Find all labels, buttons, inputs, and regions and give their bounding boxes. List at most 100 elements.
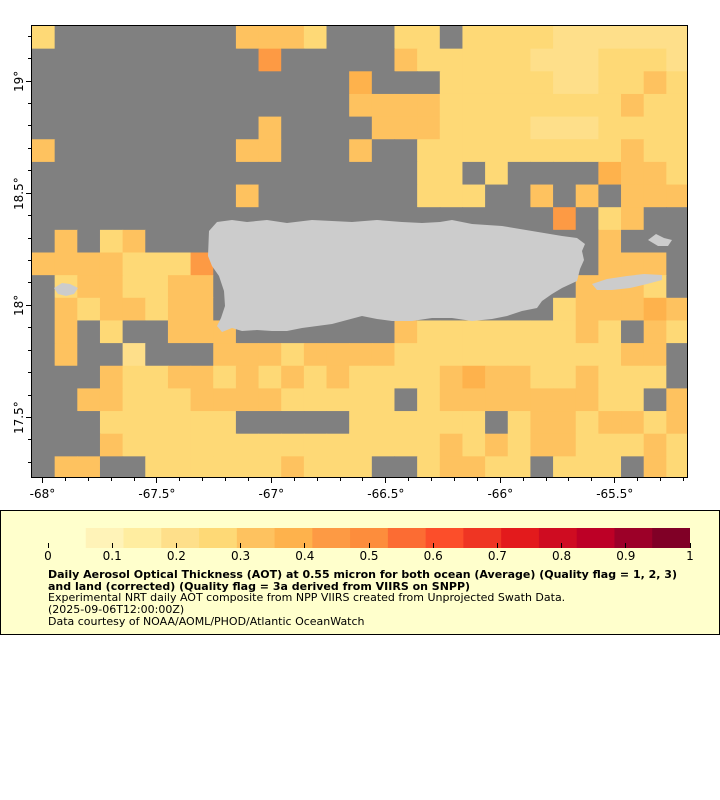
no-data-cell <box>666 343 687 367</box>
no-data-cell <box>213 184 237 208</box>
aot-cell <box>643 411 667 435</box>
no-data-cell <box>77 229 101 254</box>
aot-cell <box>485 161 509 186</box>
no-data-cell <box>167 26 192 50</box>
aot-cell <box>462 320 486 344</box>
no-data-cell <box>303 161 328 186</box>
aot-cell <box>485 93 509 118</box>
aot-cell <box>258 343 282 367</box>
aot-cell <box>598 93 622 118</box>
aot-cell <box>349 93 373 118</box>
no-data-cell <box>621 320 645 344</box>
y-minor-tick <box>28 192 31 194</box>
no-data-cell <box>258 184 282 208</box>
aot-cell <box>439 139 464 163</box>
aot-cell <box>99 433 124 457</box>
aot-cell <box>417 388 441 412</box>
no-data-cell <box>54 388 78 412</box>
aot-cell <box>394 433 418 457</box>
legend-source: Experimental NRT daily AOT composite fro… <box>48 591 566 604</box>
no-data-cell <box>326 26 350 50</box>
colorbar-label: 0.3 <box>231 549 251 563</box>
x-tick-label: -67.5° <box>138 487 176 501</box>
aot-cell <box>190 456 214 477</box>
colorbar-tick <box>689 543 691 548</box>
no-data-cell <box>32 71 56 95</box>
aot-cell <box>621 93 645 118</box>
aot-cell <box>621 207 645 231</box>
aot-cell <box>621 161 645 186</box>
aot-cell <box>235 139 260 163</box>
no-data-cell <box>485 207 509 231</box>
land-mass <box>54 220 672 332</box>
aot-cell <box>666 297 687 322</box>
aot-cell <box>394 343 418 367</box>
aot-cell <box>303 365 328 389</box>
no-data-cell <box>122 116 146 140</box>
no-data-cell <box>303 71 328 95</box>
aot-cell <box>417 433 441 457</box>
aot-cell <box>394 411 418 435</box>
no-data-cell <box>394 456 418 477</box>
aot-cell <box>621 365 645 389</box>
aot-cell <box>643 48 667 72</box>
aot-cell <box>371 411 396 435</box>
aot-cell <box>621 139 645 163</box>
aot-cell <box>553 433 577 457</box>
aot-cell <box>439 456 464 477</box>
no-data-cell <box>326 320 350 344</box>
aot-cell <box>417 93 441 118</box>
aot-cell <box>145 252 169 276</box>
colorbar-label: 0.8 <box>552 549 572 563</box>
no-data-cell <box>122 71 146 95</box>
aot-cell <box>553 411 577 435</box>
aot-cell <box>553 365 577 389</box>
aot-cell <box>462 93 486 118</box>
no-data-cell <box>666 229 687 254</box>
aot-cell <box>439 161 464 186</box>
no-data-cell <box>371 139 396 163</box>
no-data-cell <box>145 71 169 95</box>
no-data-cell <box>77 320 101 344</box>
aot-cell <box>439 343 464 367</box>
aot-cell <box>666 26 687 50</box>
no-data-cell <box>167 116 192 140</box>
aot-cell <box>77 275 101 299</box>
no-data-cell <box>77 343 101 367</box>
x-minor-tick <box>682 478 684 481</box>
no-data-cell <box>167 207 192 231</box>
no-data-cell <box>167 139 192 163</box>
aot-cell <box>621 388 645 412</box>
aot-cell <box>213 365 237 389</box>
aot-cell <box>485 48 509 72</box>
aot-cell <box>190 297 214 322</box>
no-data-cell <box>32 48 56 72</box>
no-data-cell <box>190 229 214 254</box>
aot-cell <box>258 456 282 477</box>
aot-cell <box>326 388 350 412</box>
x-minor-tick <box>133 478 135 481</box>
aot-cell <box>32 139 56 163</box>
no-data-cell <box>32 433 56 457</box>
no-data-cell <box>145 343 169 367</box>
x-minor-tick <box>225 478 227 481</box>
aot-cell <box>77 456 101 477</box>
no-data-cell <box>122 48 146 72</box>
y-tick-label: 18° <box>12 294 26 316</box>
y-minor-tick <box>28 372 31 374</box>
aot-cell <box>598 411 622 435</box>
no-data-cell <box>326 139 350 163</box>
aot-cell <box>462 365 486 389</box>
no-data-cell <box>666 252 687 276</box>
no-data-cell <box>303 139 328 163</box>
aot-cell <box>553 456 577 477</box>
aot-cell <box>439 116 464 140</box>
no-data-cell <box>281 71 305 95</box>
aot-cell <box>507 388 532 412</box>
map-panel[interactable] <box>31 25 688 478</box>
aot-cell <box>553 71 577 95</box>
no-data-cell <box>99 456 124 477</box>
aot-cell <box>371 343 396 367</box>
aot-cell <box>77 297 101 322</box>
aot-cell <box>575 343 599 367</box>
